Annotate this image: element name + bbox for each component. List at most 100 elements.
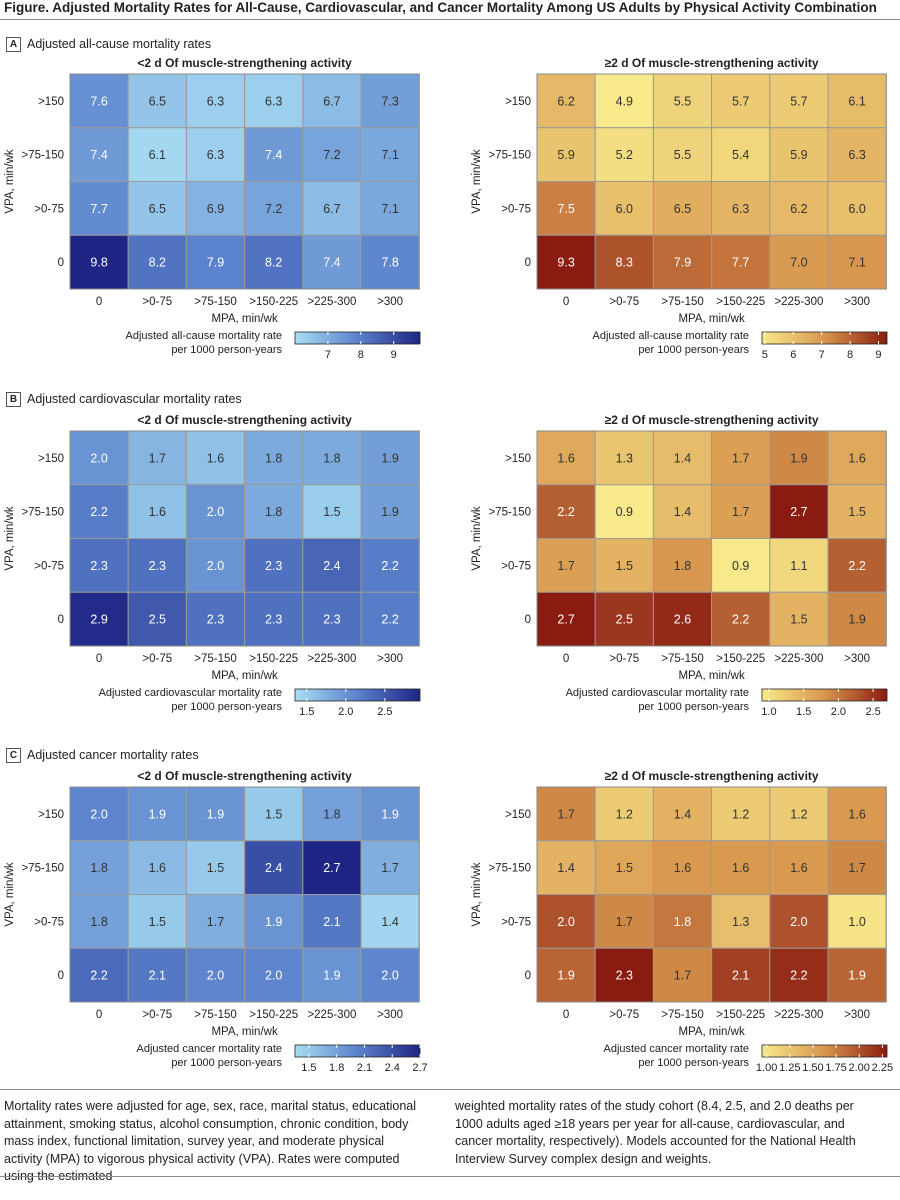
cell-value-label: 7.4	[90, 148, 107, 162]
heatmap-cell	[652, 840, 713, 895]
panel-title: ≥2 d Of muscle-strengthening activity	[605, 56, 819, 70]
heatmap-cell	[769, 484, 829, 539]
heatmap-cell	[69, 538, 129, 593]
cell-value-label: 6.2	[790, 202, 807, 216]
section-b-header: B Adjusted cardiovascular mortality rate…	[6, 390, 242, 408]
cell-value-label: 0.9	[616, 505, 633, 519]
colorbar-tick-label: 1.25	[779, 1062, 800, 1074]
cell-value-label: 2.1	[149, 969, 166, 983]
cell-value-label: 1.7	[732, 451, 749, 465]
cell-value-label: 1.0	[848, 915, 865, 929]
cell-value-label: 2.3	[616, 969, 633, 983]
cell-value-label: 1.4	[674, 505, 691, 519]
cell-value-label: 1.8	[90, 861, 107, 875]
panel-title: <2 d Of muscle-strengthening activity	[137, 413, 352, 427]
colorbar-tick-label: 5	[762, 349, 768, 361]
cell-value-label: 5.4	[732, 148, 749, 162]
x-tick-label: >225-300	[774, 296, 823, 308]
x-axis-label: MPA, min/wk	[678, 1026, 744, 1038]
cell-value-label: 1.7	[207, 915, 224, 929]
heatmap-cell	[302, 840, 362, 895]
cell-value-label: 2.7	[557, 613, 574, 627]
colorbar-tick-label: 7	[325, 349, 331, 361]
heatmap-cell	[536, 538, 596, 593]
section-a-title: Adjusted all-cause mortality rates	[27, 37, 212, 51]
x-tick-label: >150-225	[249, 1009, 298, 1021]
colorbar-tick-label: 1.00	[756, 1062, 777, 1074]
x-tick-label: >225-300	[307, 296, 356, 308]
cell-value-label: 5.9	[557, 148, 574, 162]
y-axis-label: VPA, min/wk	[471, 862, 483, 927]
x-tick-label: >75-150	[661, 653, 704, 665]
heatmap-panel-c-over2d: ≥2 d Of muscle-strengthening activity 1.7…	[471, 769, 893, 1074]
heatmap-cell	[536, 181, 596, 236]
colorbar-label: per 1000 person-years	[171, 701, 282, 713]
cell-value-label: 2.0	[90, 807, 107, 821]
cell-value-label: 7.1	[381, 148, 398, 162]
heatmap-cell	[360, 786, 420, 842]
heatmap-cell	[127, 840, 187, 895]
cell-value-label: 6.1	[848, 94, 865, 108]
colorbar-tick-label: 1.5	[796, 706, 811, 718]
cell-value-label: 1.7	[848, 861, 865, 875]
section-b-title: Adjusted cardiovascular mortality rates	[27, 392, 242, 406]
cell-value-label: 6.9	[207, 202, 224, 216]
heatmap-cell	[652, 73, 713, 129]
y-tick-label: >75-150	[488, 507, 531, 519]
heatmap-cell	[302, 127, 362, 182]
heatmap-cell	[127, 894, 187, 949]
colorbar-label: Adjusted cardiovascular mortality rate	[566, 687, 749, 699]
heatmap-cell	[185, 840, 246, 895]
cell-value-label: 6.5	[149, 202, 166, 216]
x-axis-label: MPA, min/wk	[678, 670, 744, 682]
cell-value-label: 1.9	[149, 807, 166, 821]
cell-value-label: 1.5	[848, 505, 865, 519]
y-tick-label: >150	[38, 809, 64, 821]
x-tick-label: >150-225	[249, 653, 298, 665]
colorbar-label: Adjusted cardiovascular mortality rate	[99, 687, 282, 699]
x-tick-label: 0	[96, 296, 102, 308]
cell-value-label: 8.2	[149, 256, 166, 270]
x-axis-label: MPA, min/wk	[211, 670, 277, 682]
x-tick-label: >150-225	[249, 296, 298, 308]
heatmap-cell	[244, 127, 304, 182]
heatmap-cell	[827, 538, 887, 593]
colorbar	[761, 331, 888, 345]
cell-value-label: 9.8	[90, 256, 107, 270]
heatmap-cell	[69, 786, 129, 842]
x-tick-label: 0	[563, 1009, 569, 1021]
heatmap-cell	[827, 181, 887, 236]
heatmap-border	[536, 430, 887, 647]
cell-value-label: 7.4	[265, 148, 282, 162]
heatmap-border	[69, 73, 420, 290]
cell-value-label: 5.5	[674, 94, 691, 108]
heatmap-border	[69, 786, 420, 1003]
cell-value-label: 1.8	[323, 807, 340, 821]
x-tick-label: >300	[844, 653, 870, 665]
cell-value-label: 7.2	[323, 148, 340, 162]
cell-value-label: 7.9	[207, 256, 224, 270]
heatmap-cell	[769, 894, 829, 949]
cell-value-label: 1.4	[557, 861, 574, 875]
cell-value-label: 1.9	[323, 969, 340, 983]
heatmap-cell	[360, 127, 420, 182]
heatmap-cell	[127, 591, 187, 647]
heatmap-cell	[185, 786, 246, 842]
figure-title: Figure. Adjusted Mortality Rates for All…	[4, 0, 877, 15]
heatmap-cell	[244, 538, 304, 593]
y-tick-label: 0	[525, 257, 531, 269]
cell-value-label: 2.5	[149, 613, 166, 627]
cell-value-label: 6.0	[848, 202, 865, 216]
cell-value-label: 1.2	[616, 807, 633, 821]
heatmap-panel-b-over2d: ≥2 d Of muscle-strengthening activity 1.6…	[471, 413, 888, 718]
heatmap-cell	[302, 181, 362, 236]
section-a-header: A Adjusted all-cause mortality rates	[6, 35, 211, 53]
heatmap-cell	[244, 591, 304, 647]
cell-value-label: 7.6	[90, 94, 107, 108]
heatmap-cell	[69, 947, 129, 1003]
bottom-rule	[0, 1176, 900, 1177]
heatmap-cell	[594, 181, 654, 236]
colorbar-label: Adjusted all-cause mortality rate	[125, 330, 282, 342]
panel-title: <2 d Of muscle-strengthening activity	[137, 56, 352, 70]
y-tick-label: >0-75	[501, 560, 531, 572]
